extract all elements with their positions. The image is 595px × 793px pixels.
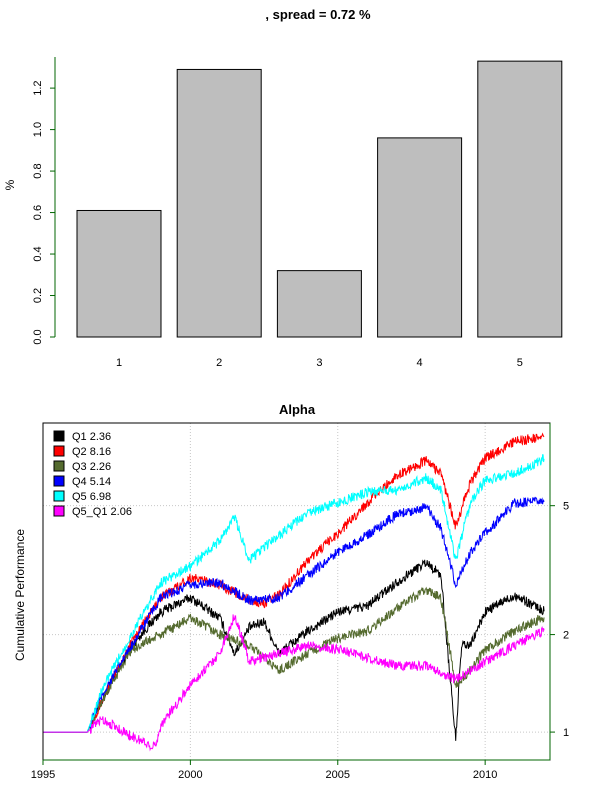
legend-swatch-4 <box>53 490 65 502</box>
line-chart-series <box>43 432 545 752</box>
bar-chart-y-tick-label: 1.0 <box>32 122 44 137</box>
series-line-3 <box>43 496 545 733</box>
bar-chart-y-tick-label: 0.4 <box>32 246 44 261</box>
legend-label-1: Q2 8.16 <box>72 446 111 458</box>
bar-chart-x-tick-label: 2 <box>216 357 222 369</box>
line-chart-x-tick-label: 2010 <box>473 769 497 781</box>
series-line-1 <box>43 432 545 733</box>
bar-2 <box>176 68 262 338</box>
line-chart-x-tick-label: 2000 <box>178 769 202 781</box>
line-chart-right-ticks: 1 2 5 <box>550 501 569 739</box>
bar-4 <box>377 137 463 338</box>
bar-chart-x-tick-label: 3 <box>316 357 322 369</box>
bar-chart-y-tick-label: 0.6 <box>32 205 44 220</box>
bar-chart-y-tick-label: 0.2 <box>32 288 44 303</box>
line-chart-right-tick-label: 1 <box>563 727 569 739</box>
legend-label-3: Q4 5.14 <box>72 476 111 488</box>
series-line-5 <box>43 614 545 752</box>
line-chart-x-tick-label: 2005 <box>326 769 350 781</box>
bar-3 <box>276 270 362 338</box>
bar-chart-y-tick-label: 0.0 <box>32 329 44 344</box>
legend-label-2: Q3 2.26 <box>72 461 111 473</box>
legend-swatch-2 <box>53 460 65 472</box>
bar-chart-bars <box>76 60 563 338</box>
legend-swatch-3 <box>53 475 65 487</box>
bar-chart-ylabel: % <box>3 179 17 190</box>
bar-chart-x-tick-label: 4 <box>417 357 423 369</box>
bar-chart-y-tick-label: 0.8 <box>32 163 44 178</box>
legend-swatch-0 <box>53 430 65 442</box>
legend-label-5: Q5_Q1 2.06 <box>72 506 132 518</box>
line-chart-right-tick-label: 5 <box>563 501 569 513</box>
series-line-4 <box>43 454 545 733</box>
bar-5 <box>477 60 563 338</box>
line-chart-x-ticks: 1995 2000 2005 2010 <box>31 760 497 781</box>
legend-swatch-1 <box>53 445 65 457</box>
bar-chart-title: , spread = 0.72 % <box>265 7 371 22</box>
line-chart-legend: Q1 2.36 Q2 8.16 Q3 2.26 Q4 5.14 Q5 6.98 Q5_Q1… <box>53 430 132 518</box>
line-chart-ylabel: Cumulative Performance <box>13 529 27 661</box>
bar-chart-y-ticks: 0.0 0.2 0.4 0.6 0.8 1.0 1.2 <box>32 80 55 345</box>
bar-1 <box>76 209 162 338</box>
legend-label-4: Q5 6.98 <box>72 491 111 503</box>
legend-label-0: Q1 2.36 <box>72 431 111 443</box>
bar-chart: , spread = 0.72 % % 0.0 0.2 0.4 0.6 0.8 1.0 1.… <box>3 7 563 369</box>
legend-swatch-5 <box>53 505 65 517</box>
line-chart-x-tick-label: 1995 <box>31 769 55 781</box>
bar-chart-y-tick-label: 1.2 <box>32 80 44 95</box>
bar-chart-x-tick-label: 5 <box>517 357 523 369</box>
line-chart-title: Alpha <box>279 402 316 417</box>
line-chart: Alpha Cumulative Performance 1995 2000 200… <box>13 402 569 781</box>
bar-chart-x-tick-label: 1 <box>116 357 122 369</box>
line-chart-right-tick-label: 2 <box>563 630 569 642</box>
bar-chart-x-ticks: 1 2 3 4 5 <box>116 357 523 369</box>
